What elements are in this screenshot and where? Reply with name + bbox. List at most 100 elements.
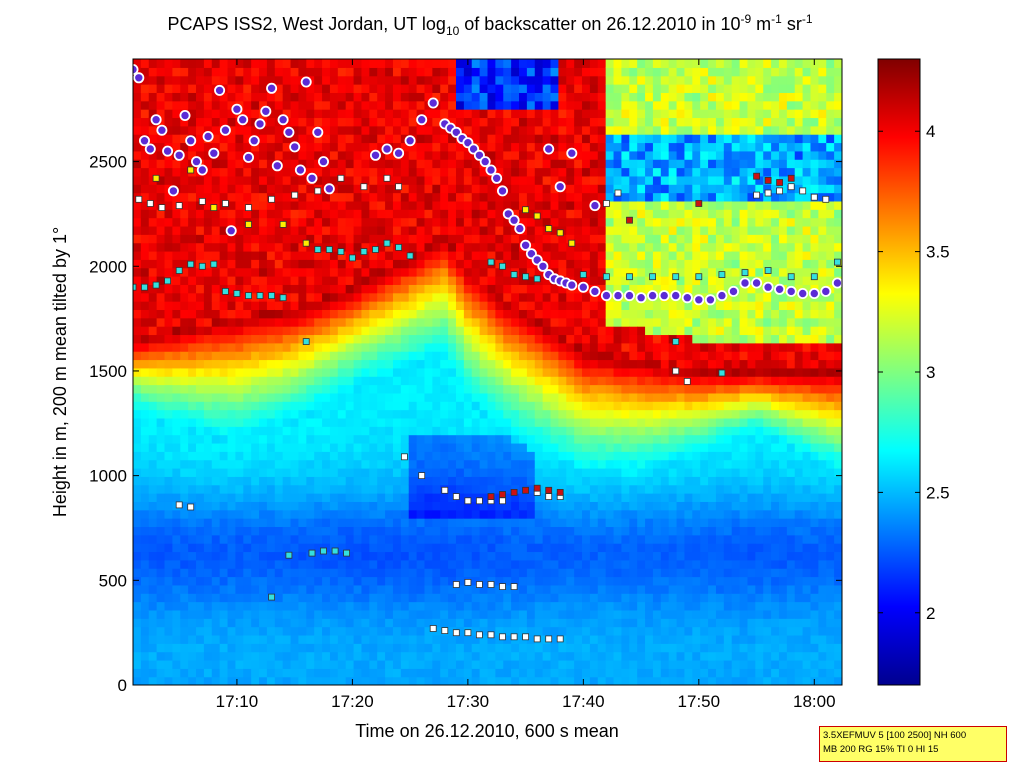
heatmap-cell	[558, 142, 567, 152]
heatmap-cell	[219, 401, 229, 411]
heatmap-cell	[503, 459, 512, 469]
heatmap-cell	[550, 67, 559, 77]
heatmap-cell	[471, 659, 481, 669]
heatmap-cell	[455, 217, 465, 227]
heatmap-cell	[637, 551, 646, 561]
heatmap-cell	[637, 484, 646, 494]
heatmap-cell	[219, 467, 229, 477]
heatmap-cell	[503, 117, 512, 127]
heatmap-cell	[408, 276, 418, 285]
heatmap-cell	[385, 334, 394, 344]
heatmap-cell	[613, 493, 623, 502]
heatmap-cell	[424, 317, 433, 327]
heatmap-cell	[503, 659, 512, 669]
heatmap-cell	[203, 551, 213, 561]
heatmap-cell	[211, 484, 221, 494]
heatmap-cell	[298, 259, 307, 269]
heatmap-cell	[180, 125, 189, 135]
heatmap-cell	[408, 668, 418, 678]
heatmap-cell	[582, 601, 591, 611]
heatmap-cell	[282, 292, 292, 302]
heatmap-cell	[148, 526, 158, 536]
heatmap-cell	[314, 367, 323, 377]
heatmap-cell	[298, 501, 307, 511]
heatmap-cell	[637, 509, 646, 519]
heatmap-cell	[652, 359, 662, 369]
heatmap-cell	[337, 476, 347, 486]
heatmap-cell	[385, 417, 394, 427]
heatmap-cell	[621, 125, 630, 135]
heatmap-cell	[259, 225, 268, 235]
heatmap-cell	[203, 651, 213, 661]
heatmap-cell	[227, 134, 237, 144]
heatmap-cell	[329, 259, 339, 269]
heatmap-cell	[148, 568, 158, 578]
heatmap-cell	[369, 526, 378, 536]
heatmap-cell	[385, 493, 394, 502]
heatmap-cell	[290, 334, 300, 344]
heatmap-cell	[211, 342, 221, 352]
heatmap-cell	[314, 601, 323, 611]
heatmap-cell	[274, 334, 284, 344]
heatmap-cell	[574, 609, 583, 619]
heatmap-cell	[550, 359, 559, 369]
heatmap-cell	[574, 326, 583, 336]
heatmap-cell	[589, 342, 599, 352]
heatmap-cell	[542, 84, 552, 93]
heatmap-cell	[558, 75, 567, 85]
heatmap-cell	[140, 242, 150, 252]
heatmap-cell	[148, 543, 158, 553]
heatmap-cell	[503, 376, 512, 386]
heatmap-cell	[582, 167, 591, 177]
heatmap-cell	[519, 526, 528, 536]
heatmap-cell	[377, 175, 386, 185]
heatmap-cell	[471, 84, 481, 93]
heatmap-cell	[463, 242, 473, 252]
heatmap-cell	[542, 417, 552, 427]
heatmap-cell	[353, 309, 363, 319]
heatmap-cell	[629, 334, 638, 344]
heatmap-cell	[400, 609, 410, 619]
heatmap-cell	[448, 367, 457, 377]
heatmap-cell	[605, 434, 615, 444]
heatmap-cell	[487, 576, 496, 586]
heatmap-cell	[369, 292, 378, 302]
heatmap-cell	[589, 518, 599, 528]
heatmap-cell	[605, 676, 615, 685]
heatmap-cell	[637, 493, 646, 502]
heatmap-cell	[164, 109, 173, 119]
heatmap-cell	[361, 301, 370, 310]
heatmap-cell	[266, 576, 276, 586]
heatmap-cell	[479, 367, 489, 377]
heatmap-cell	[164, 59, 173, 68]
heatmap-cell	[329, 543, 339, 553]
heatmap-cell	[471, 384, 481, 394]
heatmap-cell	[369, 184, 378, 194]
heatmap-cell	[605, 234, 615, 244]
heatmap-cell	[621, 159, 630, 169]
heatmap-cell	[140, 109, 150, 119]
heatmap-cell	[377, 493, 386, 502]
heatmap-cell	[479, 192, 489, 202]
heatmap-cell	[180, 459, 189, 469]
heatmap-cell	[133, 493, 142, 502]
heatmap-cell	[243, 509, 252, 519]
heatmap-cell	[534, 518, 544, 528]
heatmap-cell	[495, 192, 504, 202]
heatmap-cell	[211, 384, 221, 394]
heatmap-cell	[227, 451, 237, 461]
heatmap-cell	[235, 192, 244, 202]
heatmap-cell	[385, 392, 394, 402]
heatmap-cell	[519, 376, 528, 386]
heatmap-cell	[369, 417, 378, 427]
heatmap-cell	[440, 234, 449, 244]
heatmap-cell	[227, 159, 237, 169]
heatmap-cell	[377, 109, 386, 119]
heatmap-cell	[629, 67, 638, 77]
heatmap-cell	[369, 301, 378, 310]
heatmap-cell	[605, 175, 615, 185]
heatmap-cell	[448, 225, 457, 235]
heatmap-cell	[274, 100, 284, 110]
heatmap-cell	[448, 493, 457, 502]
heatmap-cell	[416, 84, 426, 93]
